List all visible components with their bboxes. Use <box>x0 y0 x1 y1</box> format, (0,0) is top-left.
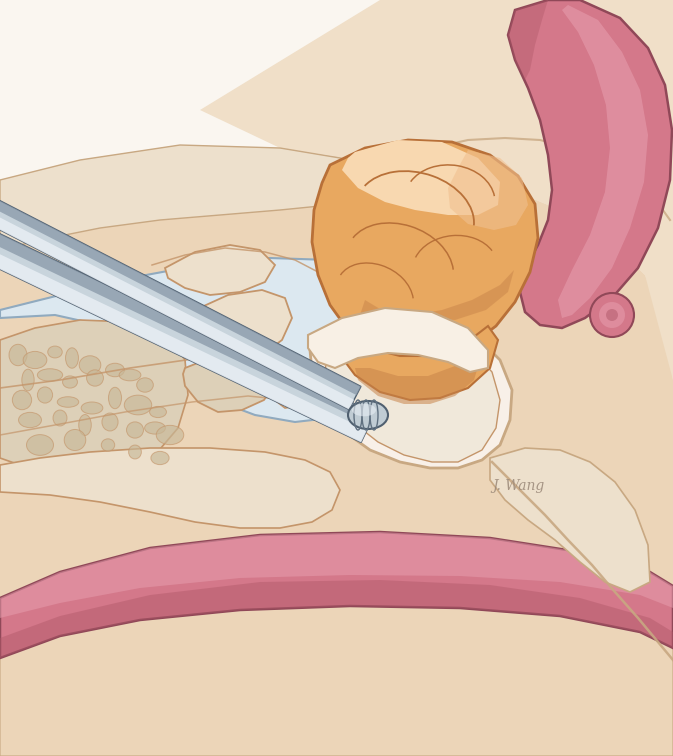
Polygon shape <box>0 532 673 658</box>
Polygon shape <box>0 606 673 756</box>
Polygon shape <box>360 270 514 320</box>
Polygon shape <box>490 448 650 592</box>
Polygon shape <box>0 244 367 442</box>
Ellipse shape <box>57 397 79 407</box>
Polygon shape <box>508 0 672 328</box>
Circle shape <box>590 293 634 337</box>
Ellipse shape <box>81 402 103 414</box>
Ellipse shape <box>65 348 79 368</box>
Ellipse shape <box>149 407 166 417</box>
Polygon shape <box>200 0 673 380</box>
Polygon shape <box>0 0 400 260</box>
Text: J. Wang: J. Wang <box>492 479 544 493</box>
Ellipse shape <box>352 404 376 417</box>
Ellipse shape <box>79 356 101 374</box>
Ellipse shape <box>37 369 63 381</box>
Ellipse shape <box>102 438 114 451</box>
Ellipse shape <box>108 387 122 409</box>
Ellipse shape <box>19 412 42 428</box>
Polygon shape <box>0 145 673 756</box>
Polygon shape <box>192 290 292 360</box>
Polygon shape <box>0 258 400 422</box>
Ellipse shape <box>102 413 118 431</box>
Circle shape <box>599 302 625 328</box>
Ellipse shape <box>87 370 104 386</box>
Ellipse shape <box>63 376 77 388</box>
Ellipse shape <box>23 352 47 369</box>
Polygon shape <box>508 0 548 80</box>
Polygon shape <box>0 228 375 442</box>
Polygon shape <box>0 194 361 395</box>
Polygon shape <box>342 140 500 215</box>
Circle shape <box>606 309 618 321</box>
Ellipse shape <box>151 451 169 465</box>
Polygon shape <box>0 448 340 528</box>
Ellipse shape <box>12 390 32 410</box>
Ellipse shape <box>53 410 67 426</box>
Ellipse shape <box>64 429 85 451</box>
Ellipse shape <box>22 369 34 391</box>
Polygon shape <box>0 206 354 410</box>
Polygon shape <box>0 145 390 250</box>
Ellipse shape <box>79 414 92 435</box>
Polygon shape <box>310 318 512 468</box>
Polygon shape <box>0 320 188 472</box>
Ellipse shape <box>137 378 153 392</box>
Polygon shape <box>0 194 361 410</box>
Ellipse shape <box>26 435 54 455</box>
Ellipse shape <box>38 387 52 403</box>
Ellipse shape <box>145 422 166 434</box>
Polygon shape <box>558 5 648 318</box>
Polygon shape <box>0 580 673 658</box>
Ellipse shape <box>127 422 143 438</box>
Polygon shape <box>165 245 275 295</box>
Ellipse shape <box>48 346 62 358</box>
Polygon shape <box>312 140 538 360</box>
Ellipse shape <box>125 395 151 415</box>
Polygon shape <box>0 532 673 618</box>
Polygon shape <box>448 150 528 230</box>
Ellipse shape <box>156 426 184 445</box>
Polygon shape <box>308 308 488 372</box>
Ellipse shape <box>348 401 388 429</box>
Polygon shape <box>0 228 375 424</box>
Ellipse shape <box>106 363 125 376</box>
Ellipse shape <box>9 344 27 366</box>
Polygon shape <box>272 368 318 408</box>
Polygon shape <box>355 348 480 404</box>
Ellipse shape <box>129 445 141 459</box>
Polygon shape <box>335 326 498 400</box>
Polygon shape <box>325 330 500 462</box>
Ellipse shape <box>119 369 141 381</box>
Polygon shape <box>183 352 276 412</box>
